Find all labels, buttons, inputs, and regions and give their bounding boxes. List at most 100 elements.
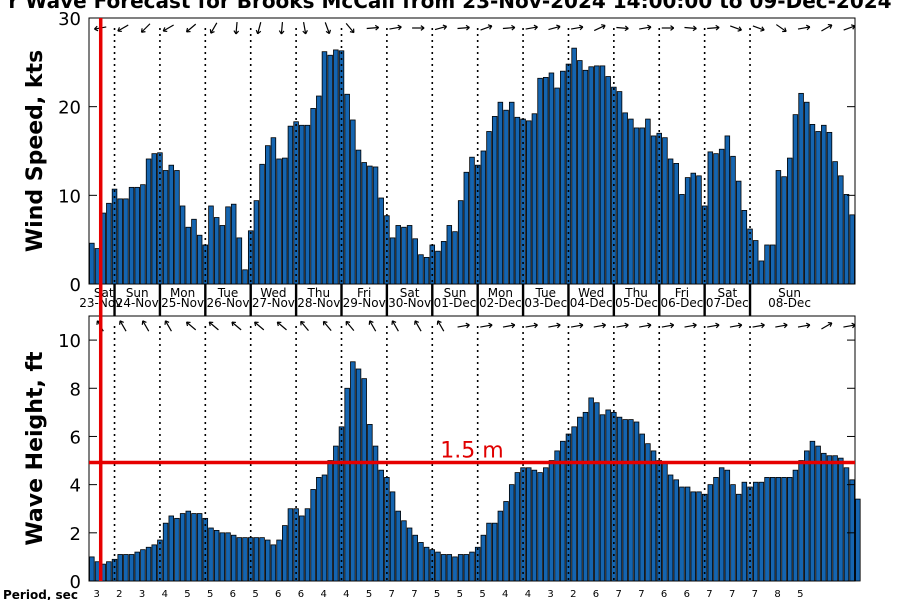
wind-direction-arrow-icon <box>797 24 811 31</box>
wind-bar <box>151 153 157 285</box>
wave-bar <box>310 489 316 582</box>
wave-bar <box>247 537 254 582</box>
wave-direction-arrow-icon <box>457 322 470 329</box>
chart-title: r Wave Forecast for Brooks McCall from 2… <box>8 0 891 13</box>
wind-direction-arrow-icon <box>434 24 448 31</box>
wave-bar <box>554 450 560 582</box>
day-name-label: Sat <box>400 286 420 300</box>
wind-bar <box>395 225 401 285</box>
period-value: 8 <box>774 589 780 600</box>
wave-bar <box>849 479 855 582</box>
wind-direction-arrow-icon <box>117 24 129 33</box>
wave-bar <box>452 556 458 582</box>
wind-bar <box>582 69 589 285</box>
wind-bar <box>639 127 645 285</box>
wind-bar <box>191 218 197 285</box>
wind-bar <box>457 200 464 285</box>
wind-bar <box>310 108 316 285</box>
wind-bar <box>299 124 305 285</box>
wind-direction-arrow-icon <box>255 22 262 35</box>
wind-direction-arrow-icon <box>821 23 833 32</box>
period-value: 4 <box>525 589 531 600</box>
day-name-label: Fri <box>675 286 689 300</box>
wind-bar <box>821 124 827 285</box>
wind-bar <box>355 149 362 285</box>
wave-direction-arrow-icon <box>797 322 811 329</box>
day-name-label: Mon <box>488 286 513 300</box>
wave-bar <box>469 551 475 582</box>
period-value: 6 <box>275 589 281 600</box>
wave-direction-arrow-icon <box>684 322 697 329</box>
wind-bar <box>208 205 214 285</box>
wave-bar <box>406 527 413 582</box>
period-value: 7 <box>638 589 644 600</box>
wave-bar <box>503 501 509 582</box>
period-value: 5 <box>479 589 485 600</box>
wave-bar <box>151 544 157 582</box>
chart-title-group: r Wave Forecast for Brooks McCall from 2… <box>8 0 891 13</box>
day-date-label: 29-Nov <box>343 296 386 310</box>
wind-ylabel: Wind Speed, kts <box>23 50 48 252</box>
wind-direction-arrow-icon <box>548 24 561 31</box>
wind-bar <box>474 164 481 285</box>
wind-bar <box>616 91 623 285</box>
wave-bar <box>367 424 373 582</box>
wind-direction-arrow-icon <box>684 25 697 32</box>
wave-direction-arrow-icon <box>707 322 720 329</box>
wave-panel: 0 2 4 6 8 10 Wave Height, ft 1.5 m <box>23 315 861 593</box>
wind-direction-arrow-icon <box>616 25 629 32</box>
wave-bar <box>276 539 282 582</box>
wave-bar <box>747 486 753 582</box>
day-labels: Sat23-NovSun24-NovMon25-NovTue26-NovWed2… <box>79 284 855 317</box>
wave-bar <box>690 491 697 582</box>
wind-bar <box>287 125 294 285</box>
wind-bar <box>350 119 356 285</box>
wave-bar <box>548 460 555 582</box>
period-label: Period, sec <box>3 588 78 600</box>
wind-ytick-label: 0 <box>70 275 81 296</box>
wave-bar <box>327 460 333 582</box>
wave-bar <box>577 416 583 582</box>
wave-ytick-label: 10 <box>58 331 81 352</box>
wind-bar <box>594 65 600 285</box>
wind-bar <box>219 225 226 285</box>
wind-bar <box>259 163 265 285</box>
wave-direction-arrow-icon <box>570 322 584 329</box>
wind-bar <box>588 66 594 285</box>
wave-ytick-label: 8 <box>70 379 81 400</box>
wind-bar <box>650 135 657 285</box>
wind-direction-arrow-icon <box>185 23 197 33</box>
wave-bar <box>588 397 594 582</box>
wave-bar <box>418 542 424 582</box>
wave-bar <box>446 554 453 582</box>
wind-direction-arrow-icon <box>639 24 652 31</box>
wave-bar <box>225 532 231 582</box>
wind-bar <box>741 210 748 285</box>
day-name-label: Thu <box>624 286 648 300</box>
day-date-label: 07-Dec <box>706 296 749 310</box>
wind-bar <box>134 186 140 285</box>
wind-bar <box>769 244 776 285</box>
wave-bar <box>140 549 146 582</box>
wave-bar <box>628 419 634 582</box>
wave-direction-arrow-icon <box>322 320 332 331</box>
wave-bar <box>162 522 169 582</box>
day-name-label: Tue <box>217 286 239 300</box>
day-date-label: 03-Dec <box>524 296 567 310</box>
wind-bar <box>718 148 725 285</box>
wind-bar <box>849 214 855 285</box>
wave-bar <box>213 530 220 582</box>
wave-ytick-label: 6 <box>70 427 81 448</box>
wave-direction-arrow-icon <box>843 322 856 329</box>
wind-bar <box>452 231 458 285</box>
day-date-label: 26-Nov <box>206 296 249 310</box>
wave-bar <box>508 484 515 582</box>
wave-bar <box>106 561 112 582</box>
wave-bar <box>457 554 464 582</box>
wave-bar <box>89 556 95 582</box>
wave-bar <box>843 467 850 582</box>
wind-bar <box>514 116 521 285</box>
wind-direction-arrow-icon <box>570 24 584 31</box>
wave-bar <box>128 554 135 582</box>
